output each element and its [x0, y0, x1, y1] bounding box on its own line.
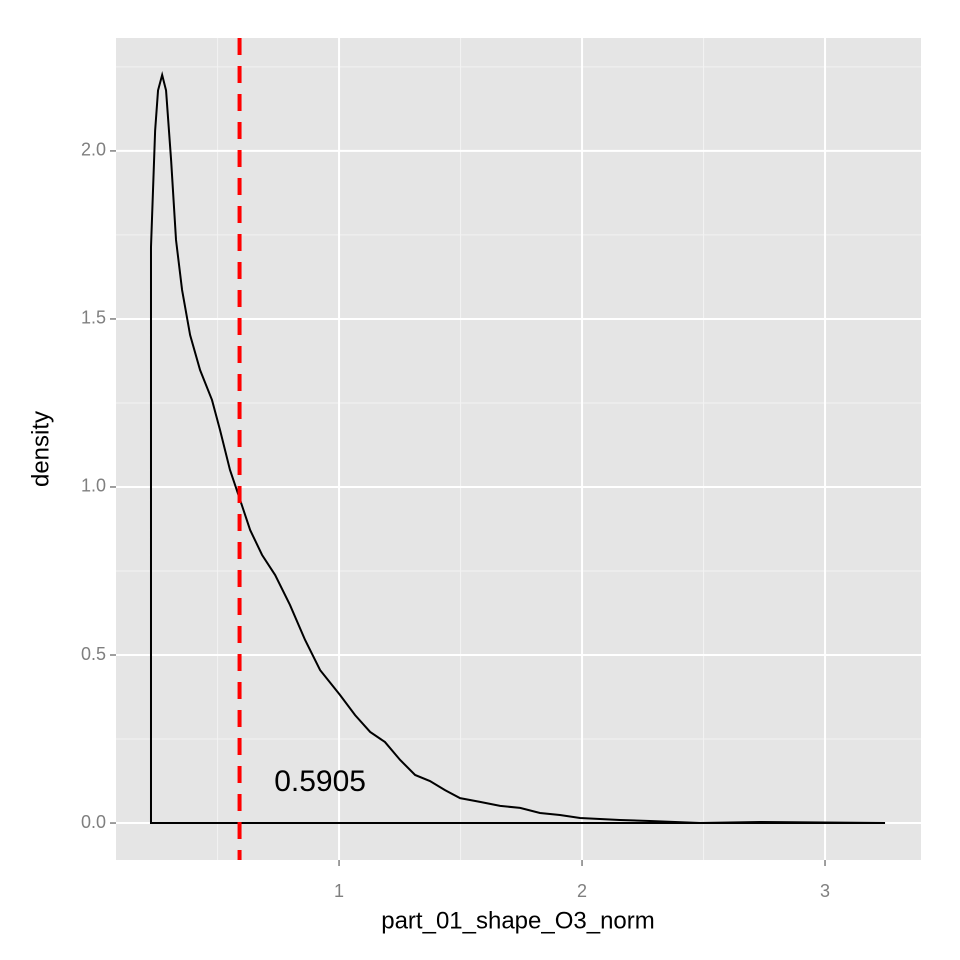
x-tick-label: 1: [334, 881, 344, 901]
y-tick-label: 1.5: [81, 308, 106, 328]
x-tick-label: 2: [577, 881, 587, 901]
x-axis-title: part_01_shape_O3_norm: [381, 907, 655, 934]
panel: [116, 38, 921, 860]
annotation: 0.5905: [274, 765, 366, 798]
y-tick-label: 2.0: [81, 140, 106, 160]
y-tick-label: 0.5: [81, 644, 106, 664]
x-tick-label: 3: [820, 881, 830, 901]
y-tick-label: 0.0: [81, 812, 106, 832]
density-line: [149, 70, 886, 825]
y-tick-label: 1.0: [81, 476, 106, 496]
y-axis-title: density: [27, 411, 54, 487]
